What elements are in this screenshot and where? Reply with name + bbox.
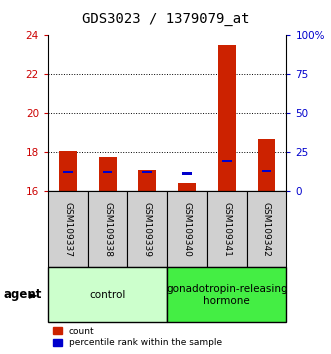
- Text: agent: agent: [3, 288, 42, 301]
- Bar: [261, 170, 271, 172]
- Text: ►: ►: [29, 288, 38, 301]
- Bar: [48, 191, 88, 267]
- Text: GSM109341: GSM109341: [222, 202, 231, 257]
- Text: gonadotropin-releasing
hormone: gonadotropin-releasing hormone: [166, 284, 288, 306]
- Bar: [142, 171, 152, 173]
- Text: GSM109340: GSM109340: [182, 202, 192, 257]
- Legend: count, percentile rank within the sample: count, percentile rank within the sample: [53, 327, 222, 347]
- Bar: [59, 151, 77, 191]
- Text: GSM109339: GSM109339: [143, 202, 152, 257]
- Text: GSM109338: GSM109338: [103, 202, 112, 257]
- Bar: [182, 172, 192, 175]
- Bar: [258, 139, 275, 191]
- Bar: [167, 267, 286, 322]
- Bar: [63, 171, 73, 173]
- Bar: [222, 160, 232, 162]
- Bar: [218, 45, 236, 191]
- Text: control: control: [89, 290, 126, 300]
- Bar: [127, 191, 167, 267]
- Bar: [138, 170, 156, 191]
- Bar: [167, 191, 207, 267]
- Bar: [48, 267, 167, 322]
- Text: GSM109342: GSM109342: [262, 202, 271, 257]
- Bar: [103, 171, 113, 173]
- Text: GSM109337: GSM109337: [63, 202, 72, 257]
- Text: GDS3023 / 1379079_at: GDS3023 / 1379079_at: [82, 12, 249, 27]
- Bar: [88, 191, 127, 267]
- Bar: [99, 157, 117, 191]
- Bar: [178, 183, 196, 191]
- Bar: [207, 191, 247, 267]
- Bar: [247, 191, 286, 267]
